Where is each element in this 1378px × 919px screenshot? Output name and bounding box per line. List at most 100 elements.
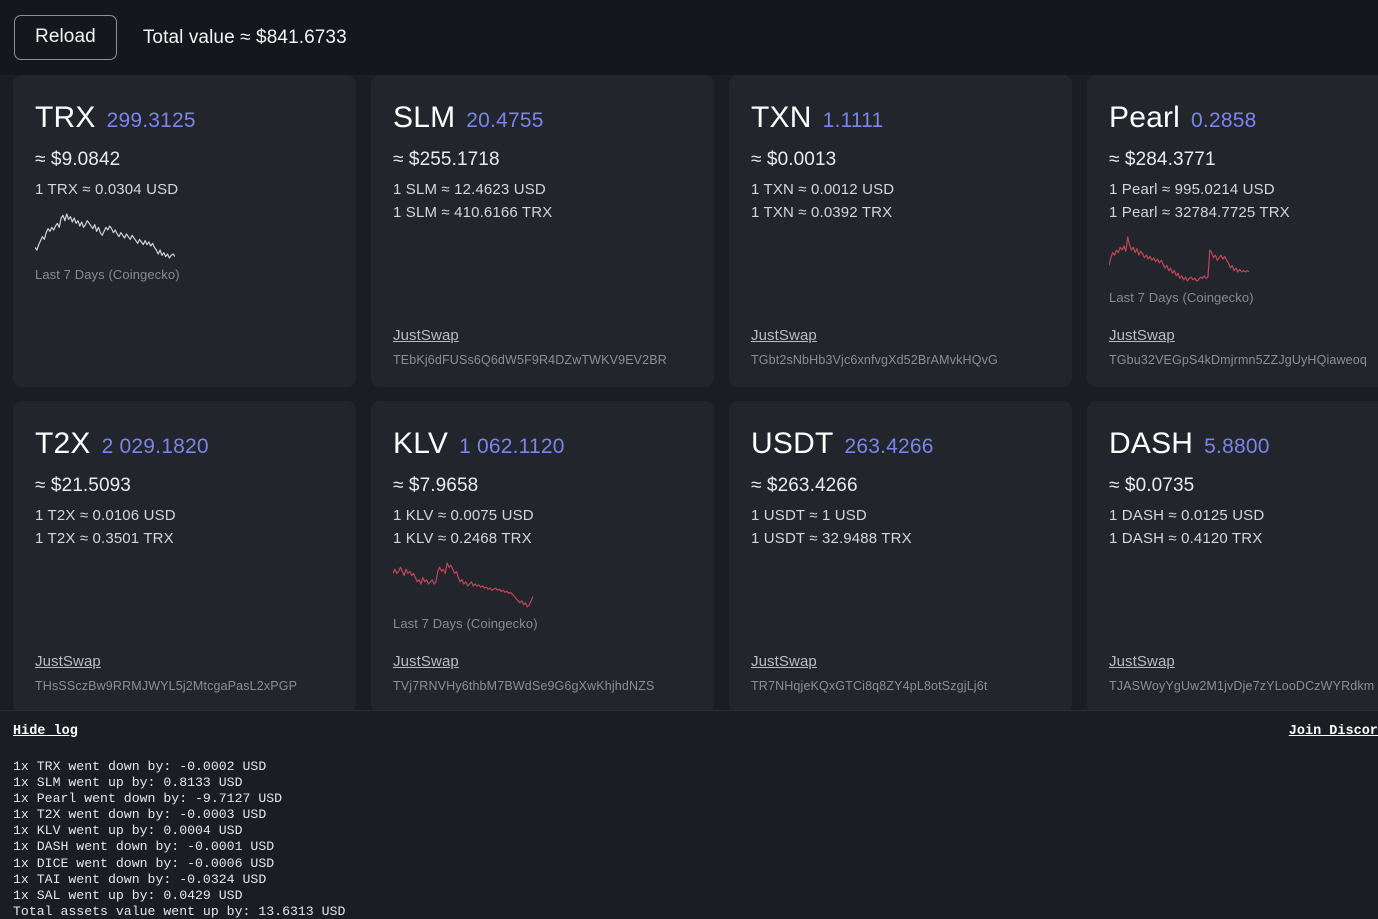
asset-amount: 20.4755	[466, 109, 544, 132]
asset-rate-usd: 1 TRX ≈ 0.0304 USD	[35, 181, 179, 198]
contract-address: TGbt2sNbHb3Vjc6xnfvgXd52BrAMvkHQvG	[751, 353, 998, 367]
asset-usd-value: ≈ $7.9658	[393, 475, 479, 496]
join-discord-link[interactable]: Join Discord	[1288, 724, 1378, 739]
asset-rate-trx: 1 T2X ≈ 0.3501 TRX	[35, 530, 174, 547]
sparkline-caption: Last 7 Days (Coingecko)	[35, 267, 180, 282]
log-line: 1x Pearl went down by: -9.7127 USD	[13, 791, 283, 807]
log-line: 1x TAI went down by: -0.0324 USD	[13, 871, 267, 887]
toolbar: Reload Total value ≈ $841.6733	[0, 0, 1378, 75]
asset-rate-usd: 1 T2X ≈ 0.0106 USD	[35, 507, 176, 524]
asset-rate-usd: 1 DASH ≈ 0.0125 USD	[1109, 507, 1265, 524]
justswap-link[interactable]: JustSwap	[751, 653, 817, 670]
asset-symbol: USDT	[751, 427, 834, 460]
justswap-link[interactable]: JustSwap	[1109, 327, 1175, 344]
asset-card: TXN 1.1111 ≈ $0.0013 1 TXN ≈ 0.0012 USD 1 TX…	[729, 75, 1072, 387]
log-header: Hide log Join Discord	[13, 724, 1378, 739]
asset-card: Pearl 0.2858 ≈ $284.3771 1 Pearl ≈ 995.0214…	[1087, 75, 1378, 387]
asset-rate-trx: 1 DASH ≈ 0.4120 TRX	[1109, 530, 1263, 547]
asset-usd-value: ≈ $0.0735	[1109, 475, 1195, 496]
asset-footer: JustSwap TEbKj6dFUSs6Q6dW5F9R4DZwTWKV9EV2…	[393, 327, 692, 367]
contract-address: TEbKj6dFUSs6Q6dW5F9R4DZwTWKV9EV2BR	[393, 353, 667, 367]
asset-card: TRX 299.3125 ≈ $9.0842 1 TRX ≈ 0.0304 USD La…	[13, 75, 356, 387]
asset-footer: JustSwap TGbt2sNbHb3Vjc6xnfvgXd52BrAMvkHQ…	[751, 327, 1050, 367]
sparkline-chart: Last 7 Days (Coingecko)	[1109, 235, 1378, 305]
asset-rate-trx: 1 SLM ≈ 410.6166 TRX	[393, 204, 553, 221]
contract-address: TJASWoyYgUw2M1jvDje7zYLooDCzWYRdkm	[1109, 679, 1375, 693]
log-panel: Hide log Join Discord 1x TRX went down b…	[0, 710, 1378, 919]
asset-card: KLV 1 062.1120 ≈ $7.9658 1 KLV ≈ 0.0075 USD…	[371, 401, 714, 713]
asset-footer: JustSwap TR7NHqjeKQxGTCi8q8ZY4pL8otSzgjLj…	[751, 653, 1050, 693]
asset-amount: 1.1111	[822, 109, 884, 132]
log-line: 1x TRX went down by: -0.0002 USD	[13, 759, 267, 774]
log-line: 1x DICE went down by: -0.0006 USD	[13, 855, 275, 871]
asset-rate-usd: 1 Pearl ≈ 995.0214 USD	[1109, 181, 1275, 198]
sparkline-chart: Last 7 Days (Coingecko)	[393, 561, 692, 631]
asset-card: SLM 20.4755 ≈ $255.1718 1 SLM ≈ 12.4623 USD…	[371, 75, 714, 387]
log-line: 1x SAL went up by: 0.0429 USD	[13, 887, 243, 903]
asset-usd-value: ≈ $284.3771	[1109, 149, 1216, 170]
asset-rate-trx: 1 USDT ≈ 32.9488 TRX	[751, 530, 912, 547]
log-line: 1x T2X went down by: -0.0003 USD	[13, 807, 267, 823]
log-output: 1x TRX went down by: -0.0002 USD 1x SLM w…	[13, 759, 1378, 919]
justswap-link[interactable]: JustSwap	[393, 327, 459, 344]
asset-usd-value: ≈ $0.0013	[751, 149, 837, 170]
log-line: Total assets value went up by: 13.6313 U…	[13, 903, 346, 919]
asset-footer: JustSwap THsSSczBw9RRMJWYL5j2MtcgaPasL2xP…	[35, 653, 334, 693]
hide-log-link[interactable]: Hide log	[13, 724, 78, 739]
asset-footer: JustSwap TGbu32VEGpS4kDmjrmn5ZZJgUyHQiawe…	[1109, 327, 1378, 367]
asset-card: DASH 5.8800 ≈ $0.0735 1 DASH ≈ 0.0125 USD 1 …	[1087, 401, 1378, 713]
asset-header: DASH 5.8800	[1109, 427, 1378, 461]
asset-footer: JustSwap TVj7RNVHy6thbM7BWdSe9G6gXwKhjhdN…	[393, 653, 692, 693]
total-value-label: Total value ≈ $841.6733	[142, 26, 347, 48]
asset-rate-usd: 1 KLV ≈ 0.0075 USD	[393, 507, 534, 524]
contract-address: THsSSczBw9RRMJWYL5j2MtcgaPasL2xPGP	[35, 679, 298, 693]
justswap-link[interactable]: JustSwap	[1109, 653, 1175, 670]
justswap-link[interactable]: JustSwap	[393, 653, 459, 670]
contract-address: TVj7RNVHy6thbM7BWdSe9G6gXwKhjhdNZS	[393, 679, 655, 693]
asset-symbol: KLV	[393, 427, 449, 460]
log-line: 1x DASH went down by: -0.0001 USD	[13, 839, 275, 855]
asset-header: KLV 1 062.1120	[393, 427, 692, 461]
asset-header: TXN 1.1111	[751, 101, 1050, 135]
asset-symbol: DASH	[1109, 427, 1194, 460]
asset-usd-value: ≈ $263.4266	[751, 475, 858, 496]
justswap-link[interactable]: JustSwap	[751, 327, 817, 344]
contract-address: TGbu32VEGpS4kDmjrmn5ZZJgUyHQiaweoq	[1109, 353, 1367, 367]
contract-address: TR7NHqjeKQxGTCi8q8ZY4pL8otSzgjLj6t	[751, 679, 988, 693]
asset-symbol: TXN	[751, 101, 812, 134]
log-line: 1x SLM went up by: 0.8133 USD	[13, 775, 243, 791]
asset-rate-trx: 1 KLV ≈ 0.2468 TRX	[393, 530, 532, 547]
log-line: 1x KLV went up by: 0.0004 USD	[13, 823, 243, 839]
asset-usd-value: ≈ $21.5093	[35, 475, 131, 496]
asset-amount: 299.3125	[106, 109, 196, 132]
asset-rate-trx: 1 TXN ≈ 0.0392 TRX	[751, 204, 893, 221]
asset-usd-value: ≈ $9.0842	[35, 149, 121, 170]
asset-amount: 5.8800	[1204, 435, 1270, 458]
asset-rate-trx: 1 Pearl ≈ 32784.7725 TRX	[1109, 204, 1290, 221]
asset-amount: 2 029.1820	[101, 435, 209, 458]
reload-button[interactable]: Reload	[14, 15, 117, 60]
asset-grid: TRX 299.3125 ≈ $9.0842 1 TRX ≈ 0.0304 USD La…	[0, 75, 1378, 919]
asset-symbol: SLM	[393, 101, 456, 134]
sparkline-caption: Last 7 Days (Coingecko)	[1109, 290, 1254, 305]
sparkline-caption: Last 7 Days (Coingecko)	[393, 616, 538, 631]
asset-rate-usd: 1 TXN ≈ 0.0012 USD	[751, 181, 895, 198]
asset-header: Pearl 0.2858	[1109, 101, 1378, 135]
justswap-link[interactable]: JustSwap	[35, 653, 101, 670]
asset-header: USDT 263.4266	[751, 427, 1050, 461]
asset-symbol: T2X	[35, 427, 91, 460]
asset-rate-usd: 1 SLM ≈ 12.4623 USD	[393, 181, 546, 198]
asset-header: T2X 2 029.1820	[35, 427, 334, 461]
asset-amount: 1 062.1120	[459, 435, 565, 458]
asset-header: TRX 299.3125	[35, 101, 334, 135]
asset-symbol: Pearl	[1109, 101, 1181, 134]
asset-card: T2X 2 029.1820 ≈ $21.5093 1 T2X ≈ 0.0106 US…	[13, 401, 356, 713]
asset-footer: JustSwap TJASWoyYgUw2M1jvDje7zYLooDCzWYRd…	[1109, 653, 1378, 693]
asset-usd-value: ≈ $255.1718	[393, 149, 500, 170]
asset-amount: 0.2858	[1191, 109, 1257, 132]
asset-header: SLM 20.4755	[393, 101, 692, 135]
sparkline-chart: Last 7 Days (Coingecko)	[35, 212, 334, 282]
asset-card: USDT 263.4266 ≈ $263.4266 1 USDT ≈ 1 USD 1 U…	[729, 401, 1072, 713]
asset-symbol: TRX	[35, 101, 96, 134]
asset-rate-usd: 1 USDT ≈ 1 USD	[751, 507, 867, 524]
